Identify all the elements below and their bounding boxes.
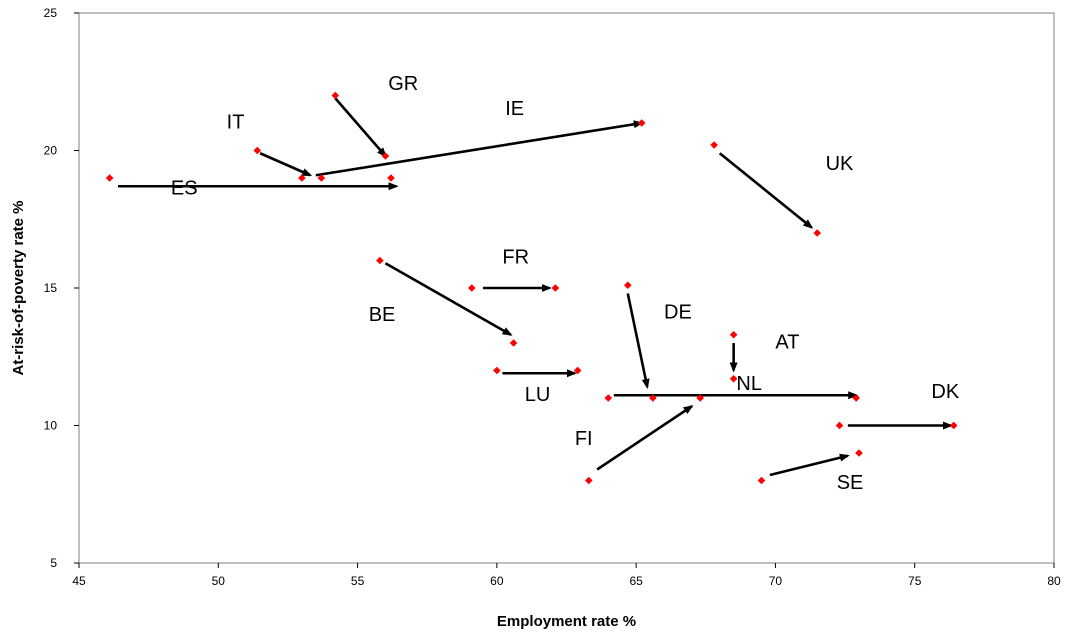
label-fi: FI [575, 428, 593, 450]
plot-frame [78, 12, 1055, 564]
x-tick-label: 60 [490, 574, 504, 588]
y-tick-label: 15 [44, 281, 58, 295]
ticks-layer: 45 50 55 60 65 70 75 80 5 10 15 20 25 [44, 6, 1061, 588]
point-nl-start [604, 394, 613, 402]
point-nl-end [852, 394, 861, 402]
point-uk-end [813, 229, 822, 237]
arrow-it [259, 152, 313, 177]
point-dk-end [949, 421, 958, 430]
point-se-start [757, 476, 766, 485]
label-it: IT [227, 112, 245, 134]
y-tick-label: 5 [50, 556, 57, 570]
point-lu-end [573, 366, 582, 375]
point-de-start [623, 281, 632, 290]
label-se: SE [837, 472, 864, 494]
point-be-end [509, 339, 518, 347]
arrow-gr [334, 97, 387, 158]
point-de-end [649, 394, 657, 402]
point-gr-end [381, 152, 390, 160]
arrow-fi [596, 405, 694, 471]
x-tick-label: 55 [351, 574, 365, 588]
x-tick-label: 75 [908, 574, 922, 588]
y-tick-label: 10 [44, 419, 58, 433]
arrow-ie [315, 120, 644, 177]
point-uk-start [710, 141, 718, 149]
point-ie-end [637, 119, 646, 127]
x-axis-title: Employment rate % [497, 613, 636, 630]
point-es-start [105, 174, 114, 182]
arrow-de [626, 293, 650, 389]
point-gr-start [331, 91, 340, 100]
y-tick-label: 25 [44, 6, 58, 20]
point-fr-start [467, 284, 476, 292]
label-de: DE [664, 301, 692, 323]
label-ie: IE [505, 98, 524, 120]
points-layer [105, 91, 958, 485]
point-se-end [855, 449, 863, 457]
label-lu: LU [525, 384, 551, 406]
x-tick-label: 50 [212, 574, 226, 588]
label-dk: DK [931, 381, 959, 403]
point-fi-start [584, 476, 593, 485]
point-lu-start [493, 366, 501, 375]
point-es-end [387, 174, 395, 182]
x-tick-label: 45 [72, 574, 86, 588]
point-it-start [253, 146, 262, 155]
point-dk-start [835, 421, 844, 430]
point-at-start [729, 330, 738, 339]
x-tick-label: 70 [769, 574, 783, 588]
arrow-se [769, 453, 850, 477]
label-gr: GR [388, 73, 418, 95]
label-at: AT [775, 332, 799, 354]
labels-layer: ES IT GR IE UK FR BE LU DE AT NL DK FI SE [171, 73, 960, 494]
plot-area [78, 12, 1055, 564]
arrows-layer [118, 97, 953, 477]
point-it-end [298, 174, 306, 182]
label-uk: UK [826, 153, 854, 175]
label-es: ES [171, 178, 198, 200]
point-be-start [376, 256, 384, 265]
x-tick-label: 80 [1047, 574, 1061, 588]
label-nl: NL [736, 373, 762, 395]
arrow-uk [718, 152, 814, 229]
y-axis-title: At-risk-of-poverty rate % [10, 200, 27, 375]
label-fr: FR [502, 246, 529, 268]
y-tick-label: 20 [44, 144, 58, 158]
x-tick-label: 65 [629, 574, 643, 588]
arrow-be [384, 262, 513, 336]
label-be: BE [369, 304, 396, 326]
point-fi-end [696, 394, 705, 402]
point-at-end [729, 374, 738, 383]
point-ie-start [317, 174, 326, 182]
point-fr-end [551, 284, 560, 292]
